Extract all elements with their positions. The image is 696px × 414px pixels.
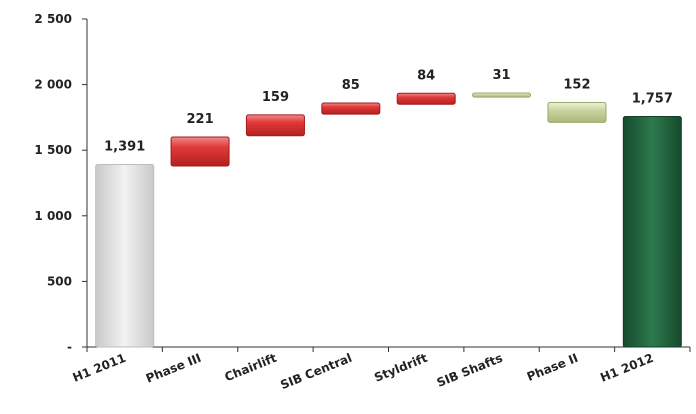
y-tick-label: 500 bbox=[47, 274, 72, 288]
bar-h1-2011 bbox=[95, 164, 155, 348]
x-tick-label: Chairlift bbox=[223, 351, 279, 385]
x-tick-label: H1 2012 bbox=[598, 351, 655, 385]
bar-h1-2012 bbox=[622, 115, 682, 348]
x-tick-label: Phase III bbox=[144, 351, 203, 386]
bar-phase-iii bbox=[170, 136, 230, 167]
y-tick-label: 2 000 bbox=[34, 78, 72, 92]
data-label: 221 bbox=[186, 112, 213, 127]
x-tick-label: Phase II bbox=[525, 351, 580, 384]
x-tick-label: SIB Shafts bbox=[435, 351, 505, 390]
y-tick-label: 1 000 bbox=[34, 209, 72, 223]
data-label: 152 bbox=[563, 77, 590, 92]
x-tick-label: Styldrift bbox=[372, 351, 429, 385]
bar-styldrift bbox=[396, 92, 456, 105]
data-label: 85 bbox=[342, 78, 360, 93]
x-tick-label: H1 2011 bbox=[71, 351, 128, 385]
bar-phase-ii bbox=[547, 101, 607, 123]
data-label: 159 bbox=[262, 90, 289, 105]
x-tick-label: SIB Central bbox=[278, 351, 354, 392]
data-label: 1,391 bbox=[104, 140, 145, 155]
bar-sib-shafts bbox=[472, 92, 532, 98]
bar-chairlift bbox=[245, 114, 305, 137]
y-tick-label: 2 500 bbox=[34, 12, 72, 26]
y-tick-label: - bbox=[67, 340, 72, 354]
data-label: 84 bbox=[417, 68, 435, 83]
data-label: 31 bbox=[493, 68, 511, 83]
bar-sib-central bbox=[321, 102, 381, 115]
data-label: 1,757 bbox=[632, 91, 673, 106]
y-tick-label: 1 500 bbox=[34, 143, 72, 157]
